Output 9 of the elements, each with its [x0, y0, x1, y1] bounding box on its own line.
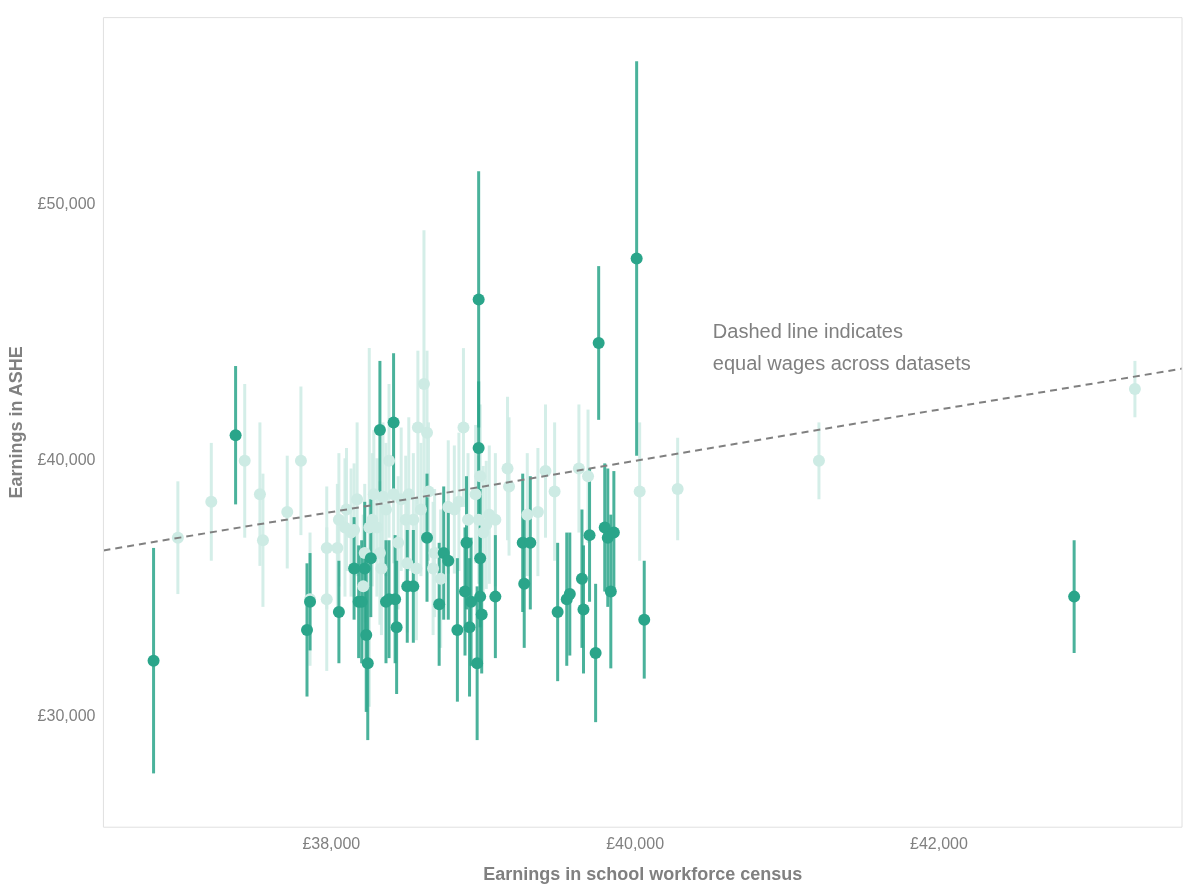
- y-axis-title: Earnings in ASHE: [5, 346, 26, 499]
- x-tick-label: £38,000: [302, 835, 361, 853]
- x-axis-title: Earnings in school workforce census: [483, 864, 803, 885]
- x-tick-label: £40,000: [606, 835, 665, 853]
- annotation: Dashed line indicates equal wages across datasets: [712, 320, 971, 375]
- x-tick-label: £42,000: [910, 835, 968, 853]
- y-tick-label: £50,000: [37, 195, 96, 213]
- y-tick-label: £30,000: [37, 707, 96, 725]
- y-tick-label: £40,000: [37, 451, 96, 469]
